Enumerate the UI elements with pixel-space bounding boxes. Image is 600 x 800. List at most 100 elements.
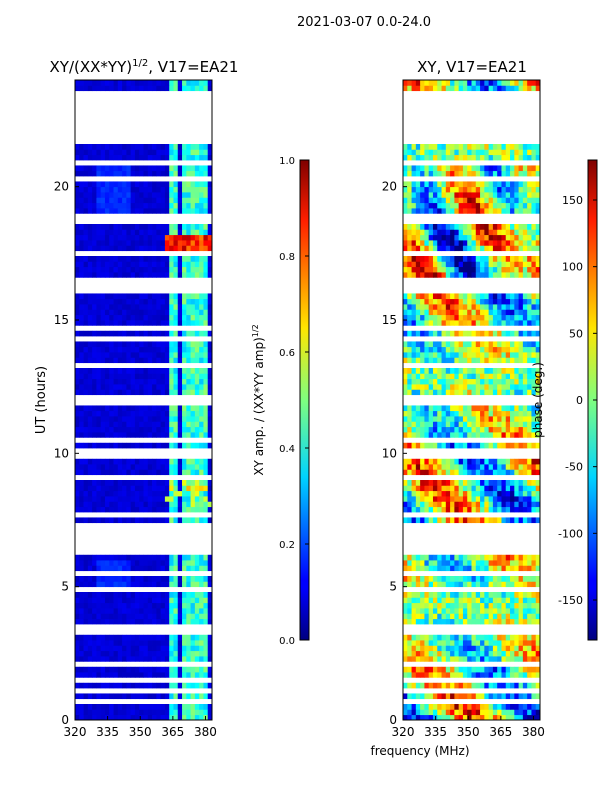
amp-cell: [186, 560, 191, 566]
phase-cell: [441, 202, 447, 209]
amp-cell: [164, 464, 170, 470]
phase-cell: [492, 256, 498, 262]
amp-cell: [169, 234, 174, 241]
phase-cell: [441, 554, 447, 561]
phase-cell: [535, 314, 541, 321]
amp-cell: [177, 469, 183, 476]
phase-cell: [411, 560, 417, 566]
phase-cell: [471, 293, 477, 300]
phase-cell: [531, 634, 537, 641]
amp-cell: [92, 421, 97, 428]
amp-cell: [203, 560, 209, 566]
phase-cell: [471, 304, 477, 310]
phase-cell: [437, 256, 442, 262]
amp-cell: [100, 640, 106, 646]
amp-cell: [207, 181, 213, 188]
phase-cell: [420, 192, 425, 198]
phase-cell: [428, 208, 434, 214]
amp-cell: [96, 186, 102, 193]
amp-cell: [186, 650, 191, 657]
amp-cell: [96, 234, 102, 241]
phase-cell: [531, 421, 537, 428]
phase-cell: [484, 154, 490, 161]
phase-cell: [510, 640, 515, 646]
amp-cell: [83, 357, 89, 364]
amp-cell: [160, 272, 166, 278]
phase-cell: [522, 613, 528, 620]
amp-cell: [186, 192, 191, 198]
amp-cell: [147, 613, 153, 620]
amp-cell: [173, 298, 179, 305]
phase-cell: [535, 634, 541, 641]
phase-cell: [488, 634, 494, 641]
phase-cell: [492, 682, 498, 689]
amp-cell: [92, 496, 97, 502]
phase-cell: [501, 560, 507, 566]
phase-cell: [454, 608, 460, 614]
amp-cell: [92, 410, 97, 417]
amp-cell: [96, 80, 102, 86]
amp-cell: [173, 208, 179, 214]
amp-cell: [173, 634, 179, 641]
phase-cell: [484, 565, 490, 572]
phase-cell: [518, 565, 524, 572]
amp-cell: [134, 208, 140, 214]
amp-cell: [100, 602, 106, 609]
amp-cell: [143, 181, 149, 188]
phase-cell: [510, 682, 515, 689]
phase-cell: [454, 501, 460, 508]
amp-cell: [143, 330, 149, 337]
amp-cell: [182, 330, 187, 337]
amp-cell: [83, 304, 89, 310]
phase-cell: [518, 304, 524, 310]
amp-cell: [173, 266, 179, 273]
phase-cell: [518, 618, 524, 625]
amp-cell: [207, 240, 213, 246]
amp-cell: [104, 576, 110, 582]
phase-cell: [454, 602, 460, 609]
phase-cell: [458, 266, 464, 273]
amp-cell: [117, 314, 123, 321]
amp-cell: [199, 272, 204, 278]
phase-cell: [428, 693, 434, 700]
phase-cell: [445, 490, 451, 497]
phase-cell: [480, 224, 485, 230]
amp-cell: [173, 293, 179, 300]
amp-cell: [152, 613, 157, 620]
phase-cell: [514, 373, 519, 380]
phase-cell: [450, 560, 455, 566]
amp-cell: [190, 560, 196, 566]
phase-cell: [454, 656, 460, 662]
amp-cell: [194, 170, 200, 177]
amp-cell: [164, 309, 170, 316]
phase-cell: [484, 240, 490, 246]
phase-cell: [432, 709, 438, 716]
phase-cell: [480, 208, 485, 214]
amp-cell: [152, 458, 157, 465]
amp-cell: [207, 384, 213, 390]
phase-cell: [415, 192, 421, 198]
amp-cell: [100, 330, 106, 337]
amp-cell: [96, 293, 102, 300]
phase-cell: [432, 496, 438, 502]
phase-cell: [535, 645, 541, 652]
amp-cell: [152, 666, 157, 673]
amp-cell: [104, 458, 110, 465]
phase-cell: [480, 261, 485, 268]
phase-cell: [462, 352, 468, 358]
phase-cell: [497, 416, 502, 422]
phase-cell: [411, 346, 417, 353]
amp-cell: [122, 165, 127, 172]
phase-cell: [415, 181, 421, 188]
amp-cell: [173, 485, 179, 492]
phase-cell: [411, 501, 417, 508]
amp-cell: [75, 368, 80, 374]
amp-cell: [160, 421, 166, 428]
phase-cell: [467, 202, 472, 209]
phase-cell: [514, 266, 519, 273]
amp-cell: [186, 224, 191, 230]
phase-cell: [480, 368, 485, 374]
phase-cell: [484, 645, 490, 652]
phase-cell: [480, 256, 485, 262]
amp-cell: [182, 426, 187, 433]
